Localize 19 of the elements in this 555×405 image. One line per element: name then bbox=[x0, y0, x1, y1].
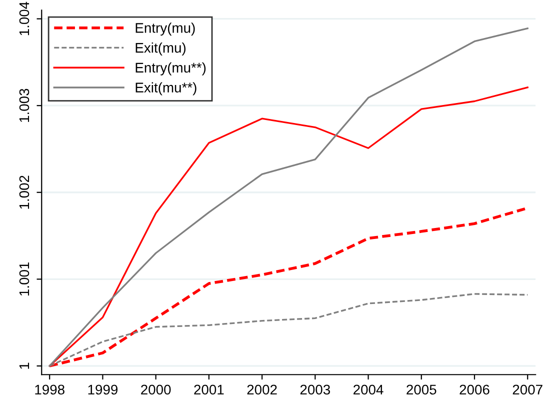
x-tick-label: 2002 bbox=[247, 384, 277, 395]
x-tick-label: 2007 bbox=[512, 384, 542, 395]
x-tick-label: 2003 bbox=[300, 384, 330, 395]
legend-label: Exit(mu**) bbox=[136, 82, 196, 96]
x-tick-label: 2005 bbox=[406, 384, 436, 395]
x-tick-label: 2000 bbox=[141, 384, 171, 395]
x-tick-label: 2006 bbox=[460, 384, 490, 395]
legend-label: Entry(mu**) bbox=[136, 62, 206, 76]
legend-label: Exit(mu) bbox=[136, 42, 186, 56]
y-tick-label: 1.003 bbox=[19, 88, 30, 122]
x-tick-label: 1998 bbox=[35, 384, 64, 395]
legend-label: Entry(mu) bbox=[136, 22, 195, 36]
y-tick-label: 1 bbox=[19, 362, 30, 369]
y-tick-label: 1.001 bbox=[19, 262, 30, 296]
x-tick-label: 2001 bbox=[194, 384, 224, 395]
y-tick-label: 1.004 bbox=[19, 2, 30, 36]
y-tick-label: 1.002 bbox=[19, 176, 30, 209]
x-tick-label: 2004 bbox=[354, 384, 384, 395]
x-tick-label: 1999 bbox=[88, 384, 118, 395]
